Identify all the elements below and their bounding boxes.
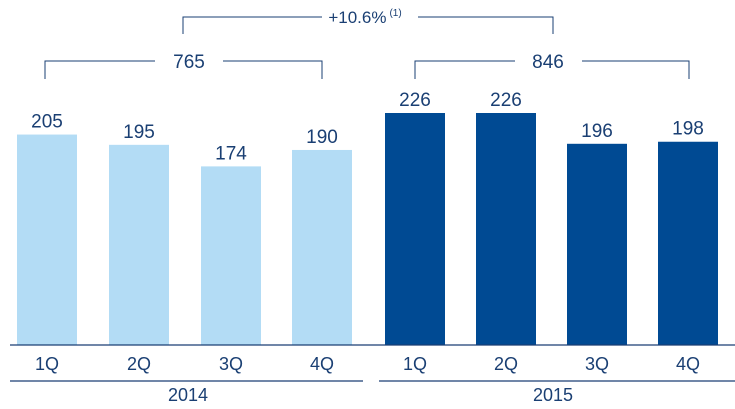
- x-tick-label-2014-2Q: 2Q: [127, 354, 151, 374]
- x-tick-label-2015-3Q: 3Q: [585, 354, 609, 374]
- growth-footnote: (1): [389, 8, 401, 19]
- data-label-2014-3Q: 174: [215, 143, 247, 164]
- growth-bracket-right: [418, 16, 554, 34]
- total-bracket-2015-left: [414, 60, 515, 79]
- growth-value: +10.6%: [328, 8, 386, 27]
- total-bracket-2014-right: [223, 60, 323, 79]
- bar-2014-1Q: [17, 134, 77, 345]
- x-tick-label-2014-4Q: 4Q: [310, 354, 334, 374]
- bar-2015-3Q: [567, 143, 627, 345]
- bar-2014-4Q: [292, 149, 352, 345]
- year-label-2015: 2015: [533, 385, 573, 405]
- year-label-2014: 2014: [168, 385, 208, 405]
- growth-bracket-left: [182, 16, 322, 34]
- bars-layer: [17, 113, 718, 345]
- total-2015: 846: [532, 52, 564, 73]
- bar-2014-3Q: [201, 166, 261, 345]
- value-labels-layer: 205 195 174 190 226 226 196 198: [31, 90, 704, 164]
- data-label-2014-2Q: 195: [123, 122, 155, 143]
- bar-2014-2Q: [109, 144, 169, 345]
- x-tick-label-2015-4Q: 4Q: [676, 354, 700, 374]
- x-tick-label-2015-1Q: 1Q: [403, 354, 427, 374]
- total-bracket-2014-left: [44, 60, 155, 79]
- x-tick-label-2014-1Q: 1Q: [35, 354, 59, 374]
- total-bracket-2015-right: [582, 60, 690, 79]
- x-tick-label-2015-2Q: 2Q: [494, 354, 518, 374]
- bar-2015-1Q: [385, 113, 445, 345]
- bar-2015-2Q: [476, 113, 536, 345]
- bar-2015-4Q: [658, 141, 718, 345]
- data-label-2015-4Q: 198: [672, 119, 704, 140]
- growth-label: +10.6% (1): [328, 8, 401, 27]
- x-tick-label-2014-3Q: 3Q: [219, 354, 243, 374]
- x-tick-labels-layer: 1Q 2Q 3Q 4Q 1Q 2Q 3Q 4Q: [35, 354, 700, 374]
- data-label-2015-1Q: 226: [399, 90, 431, 111]
- total-2014: 765: [173, 52, 205, 73]
- data-label-2014-4Q: 190: [306, 127, 338, 148]
- data-label-2014-1Q: 205: [31, 112, 63, 133]
- data-label-2015-2Q: 226: [490, 90, 522, 111]
- data-label-2015-3Q: 196: [581, 121, 613, 142]
